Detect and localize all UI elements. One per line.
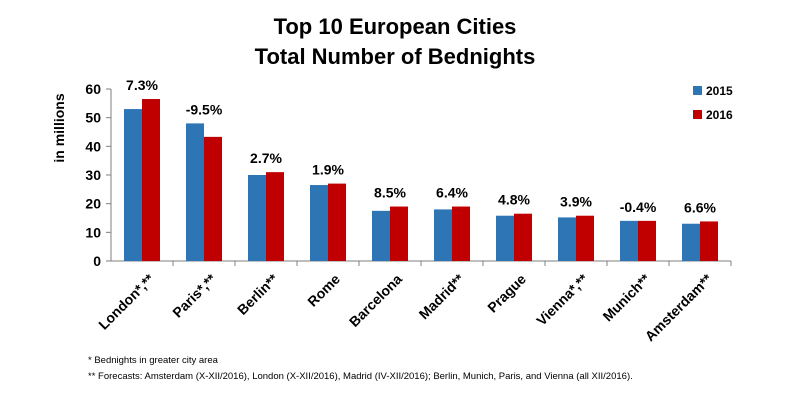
bar-2016 — [328, 183, 346, 261]
bar-2016 — [390, 206, 408, 261]
change-annotation: 2.7% — [250, 150, 282, 166]
bar-2016 — [638, 220, 656, 261]
change-annotation: 4.8% — [498, 192, 530, 208]
plot-area: 0 10 20 30 40 50 60 7.3% London*,** -9.5% Paris*,*… — [85, 77, 732, 344]
bar-2016 — [452, 206, 470, 261]
x-category-label: Madrid** — [416, 270, 468, 322]
bar-2016 — [514, 213, 532, 261]
legend: 2015 2016 — [693, 84, 733, 122]
x-category-label: Prague — [484, 271, 529, 316]
y-tick-label: 30 — [85, 167, 101, 183]
x-category-label: London*,** — [95, 270, 157, 332]
bar-2015 — [372, 210, 390, 261]
bar-2015 — [248, 175, 266, 261]
x-category-label: Berlin** — [234, 270, 281, 317]
y-tick-label: 10 — [85, 224, 101, 240]
change-annotation: 1.9% — [312, 162, 344, 178]
footnote-1: * Bednights in greater city area — [88, 355, 219, 366]
change-annotation: 3.9% — [560, 194, 592, 210]
bar-2015 — [558, 217, 576, 261]
legend-label-2016: 2016 — [706, 108, 733, 122]
change-annotation: 7.3% — [126, 77, 158, 93]
x-category-label: Amsterdam** — [642, 270, 716, 344]
bar-2016 — [700, 221, 718, 261]
bar-2015 — [310, 185, 328, 261]
legend-label-2015: 2015 — [706, 84, 733, 98]
bar-2015 — [496, 215, 514, 261]
bar-2015 — [186, 123, 204, 262]
y-tick-label: 50 — [85, 110, 101, 126]
bar-2016 — [204, 136, 222, 261]
change-annotation: 6.6% — [684, 199, 716, 215]
change-annotation: 8.5% — [374, 185, 406, 201]
bar-2015 — [124, 109, 142, 261]
x-category-label: Paris*,** — [169, 270, 219, 320]
change-annotation: -9.5% — [186, 101, 223, 117]
x-category-label: Rome — [304, 271, 343, 310]
bar-2016 — [576, 215, 594, 261]
chart-title-line-1: Top 10 European Cities — [274, 14, 517, 39]
footnote-2: ** Forecasts: Amsterdam (X-XII/2016), Lo… — [88, 371, 633, 382]
bar-2015 — [682, 223, 700, 261]
bar-2016 — [266, 172, 284, 261]
chart-title-line-2: Total Number of Bednights — [255, 44, 536, 69]
legend-swatch-2016 — [693, 110, 702, 119]
bar-2015 — [434, 209, 452, 261]
bar-2016 — [142, 99, 160, 262]
change-annotation: -0.4% — [620, 199, 657, 215]
x-category-label: Vienna*,** — [533, 270, 591, 328]
x-category-label: Munich** — [599, 270, 653, 324]
y-axis-label: in millions — [51, 93, 67, 162]
y-tick-label: 40 — [85, 138, 101, 154]
change-annotation: 6.4% — [436, 185, 468, 201]
x-category-label: Barcelona — [346, 271, 405, 330]
y-tick-label: 0 — [93, 253, 101, 269]
legend-swatch-2015 — [693, 86, 702, 95]
bar-2015 — [620, 220, 638, 261]
y-tick-label: 60 — [85, 81, 101, 97]
y-tick-label: 20 — [85, 196, 101, 212]
